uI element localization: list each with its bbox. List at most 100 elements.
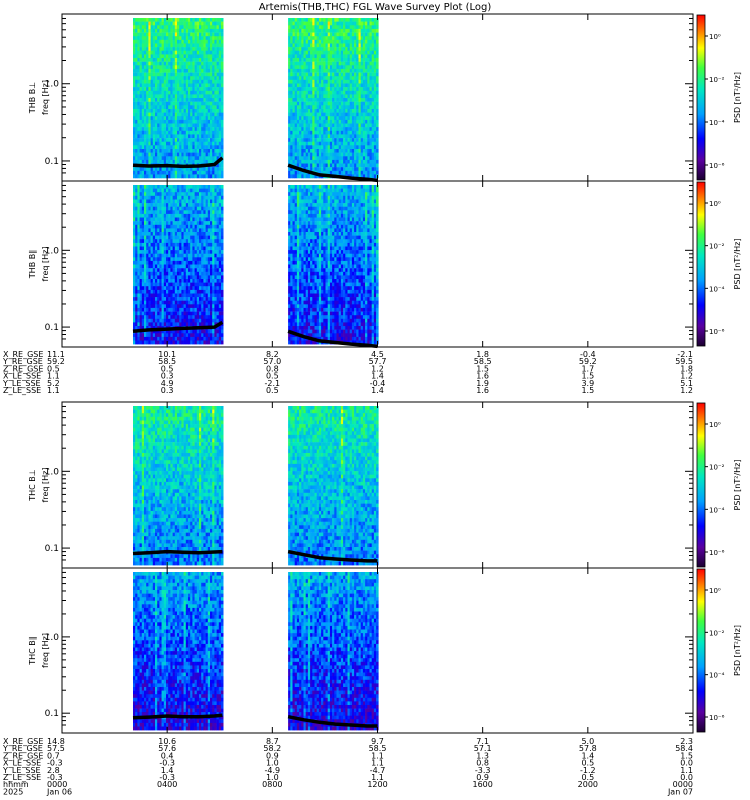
y-tick-label: 1.0	[45, 633, 60, 643]
colorbar-tick-label: 10⁻⁴	[709, 672, 725, 680]
colorbar-bar	[696, 14, 706, 181]
table-row-label: Z_LE_SSE	[3, 386, 41, 395]
table-cell: 0400	[157, 780, 177, 789]
table-row-label: X_LE_SSE	[3, 759, 41, 768]
table-cell: 2.3	[680, 737, 693, 746]
colorbar-label: PSD [nT²/Hz]	[733, 625, 742, 676]
table-row-label: 2025	[3, 787, 23, 796]
table-cell: -0.3	[159, 773, 175, 782]
table-cell: 57.6	[158, 744, 176, 753]
table-cell: 58.4	[675, 744, 693, 753]
y-tick-label: 0.1	[45, 544, 59, 554]
table-cell: 4.9	[161, 379, 174, 388]
table-cell: 1.4	[371, 386, 384, 395]
fc-line-thb-bpar-1	[287, 329, 378, 349]
table-cell: 1.1	[371, 759, 384, 768]
table-cell: 10.6	[158, 737, 176, 746]
table-cell: 0.9	[266, 751, 279, 760]
table-row-label: X_RE_GSE	[3, 737, 43, 746]
table-cell: 1.8	[680, 364, 693, 373]
table-row-label: Y_RE_GSE	[2, 744, 43, 753]
table-cell: 5.0	[581, 737, 594, 746]
fc-line-thc-bpar-0	[132, 713, 223, 720]
table-cell: 9.7	[371, 737, 384, 746]
table-cell: 1.1	[47, 372, 60, 381]
table-row-label: X_LE_SSE	[3, 372, 41, 381]
colorbar-tick-label: 10⁰	[709, 33, 721, 41]
table-cell: 4.5	[371, 350, 384, 359]
table-row-label: Z_RE_GSE	[3, 751, 43, 760]
table-cell: 57.8	[579, 744, 597, 753]
colorbar-thc-bl: 10⁰ 10⁻² 10⁻⁴ 10⁻⁶ PSD [nT²/Hz]	[696, 402, 742, 568]
table-cell: -2.1	[677, 350, 693, 359]
panels-layer: 1.0 0.1 THB B⊥ freq [Hz] 10⁰ 10⁻² 10⁻⁴ 10⁻⁶ PSD …	[28, 13, 742, 734]
table-cell: 58.2	[263, 744, 281, 753]
colorbar-tick-label: 10⁻⁶	[709, 549, 725, 557]
table-cell: 0.5	[161, 364, 174, 373]
table-row-label: Y_LE_SSE	[2, 379, 41, 388]
line-group-thc-bpar	[132, 713, 378, 728]
table-cell: 1.4	[371, 372, 384, 381]
colorbar-label: PSD [nT²/Hz]	[733, 239, 742, 290]
fc-line-thb-bl-1	[287, 163, 378, 183]
colorbar-tick-label: 10⁻⁶	[709, 328, 725, 336]
y-tick-label: 1.0	[45, 80, 60, 90]
table-row-label: Z_RE_GSE	[3, 364, 43, 373]
table-cell: 0800	[262, 780, 282, 789]
table-cell: -0.4	[370, 379, 386, 388]
table-row-label: Y_LE_SSE	[2, 766, 41, 775]
y-label-freq: freq [Hz]	[41, 80, 50, 115]
table-cell: 14.8	[47, 737, 65, 746]
table-cell: 0.8	[476, 759, 489, 768]
table-cell: 0.7	[47, 751, 60, 760]
panel-thc-bl: 1.0 0.1 THC B⊥ freq [Hz] 10⁰ 10⁻² 10⁻⁴ 10⁻⁶ PSD …	[28, 401, 742, 569]
table-cell: 8.7	[266, 737, 279, 746]
table-cell: 1.5	[581, 372, 594, 381]
table-cell: 1.8	[476, 350, 489, 359]
table-cell: 1.2	[371, 364, 384, 373]
colorbar-tick-label: 10⁰	[709, 421, 721, 429]
table-cell: 2.8	[47, 766, 60, 775]
table-cell: 11.1	[47, 350, 65, 359]
colorbar-thc-bpar: 10⁰ 10⁻² 10⁻⁴ 10⁻⁶ PSD [nT²/Hz]	[696, 568, 742, 733]
spectrogram-thc-bl	[133, 406, 379, 566]
table-cell: 0000	[47, 780, 67, 789]
y-label-probe: THB B⊥	[28, 82, 37, 114]
table-cell: 10.1	[158, 350, 176, 359]
colorbar-tick-label: 10⁻⁴	[709, 119, 725, 127]
y-label-freq: freq [Hz]	[41, 468, 50, 503]
panel-thc-bpar: 1.0 0.1 THC B∥ freq [Hz] 10⁰ 10⁻² 10⁻⁴ 10⁻⁶ PSD …	[28, 567, 742, 734]
colorbar-tick-label: 10⁰	[709, 200, 721, 208]
orbit-table-0: X_RE_GSE 11.1 10.1 8.2 4.5 1.8 -0.4 -2.1 Y_RE_GS…	[2, 350, 693, 395]
table-cell: 0.4	[161, 751, 174, 760]
line-group-thc-bl	[132, 549, 378, 563]
table-row-label: Z_LE_SSE	[3, 773, 41, 782]
y-label-probe: THB B∥	[28, 250, 37, 279]
y-tick-label: 0.1	[45, 323, 59, 333]
colorbar-tick-label: 10⁻²	[709, 464, 725, 472]
table-cell: 1.1	[680, 766, 693, 775]
table-cell: 1.2	[680, 372, 693, 381]
table-cell: 1.1	[47, 386, 60, 395]
colorbar-tick-label: 10⁻²	[709, 76, 725, 84]
orbit-table-1: X_RE_GSE 14.8 10.6 8.7 9.7 7.1 5.0 2.3 Y_RE_GSE 5…	[2, 737, 693, 796]
colorbar-bar	[696, 402, 706, 568]
panel-thb-bl: 1.0 0.1 THB B⊥ freq [Hz] 10⁰ 10⁻² 10⁻⁴ 10⁻⁶ PSD …	[28, 13, 742, 183]
table-cell: 3.9	[581, 379, 594, 388]
table-cell: 1.4	[581, 751, 594, 760]
table-cell: 0.5	[266, 386, 279, 395]
table-cell: 0.5	[581, 773, 594, 782]
table-cell: 1.5	[476, 364, 489, 373]
table-cell: 58.5	[158, 357, 176, 366]
spectrogram-thb-bpar	[133, 185, 379, 345]
colorbar-tick-label: 10⁻²	[709, 629, 725, 637]
y-label-probe: THC B⊥	[28, 469, 37, 502]
panel-thb-bpar: 1.0 0.1 THB B∥ freq [Hz] 10⁰ 10⁻² 10⁻⁴ 10⁻⁶ PSD …	[28, 180, 742, 349]
fc-line-thc-bl-1	[287, 549, 378, 563]
table-cell: -0.3	[159, 759, 175, 768]
colorbar-bar	[696, 181, 706, 347]
orbit-tables: X_RE_GSE 11.1 10.1 8.2 4.5 1.8 -0.4 -2.1 Y_RE_GS…	[2, 350, 693, 796]
table-cell: 58.5	[369, 744, 387, 753]
table-cell: -0.3	[47, 773, 63, 782]
colorbar-tick-label: 10⁻⁴	[709, 506, 725, 514]
